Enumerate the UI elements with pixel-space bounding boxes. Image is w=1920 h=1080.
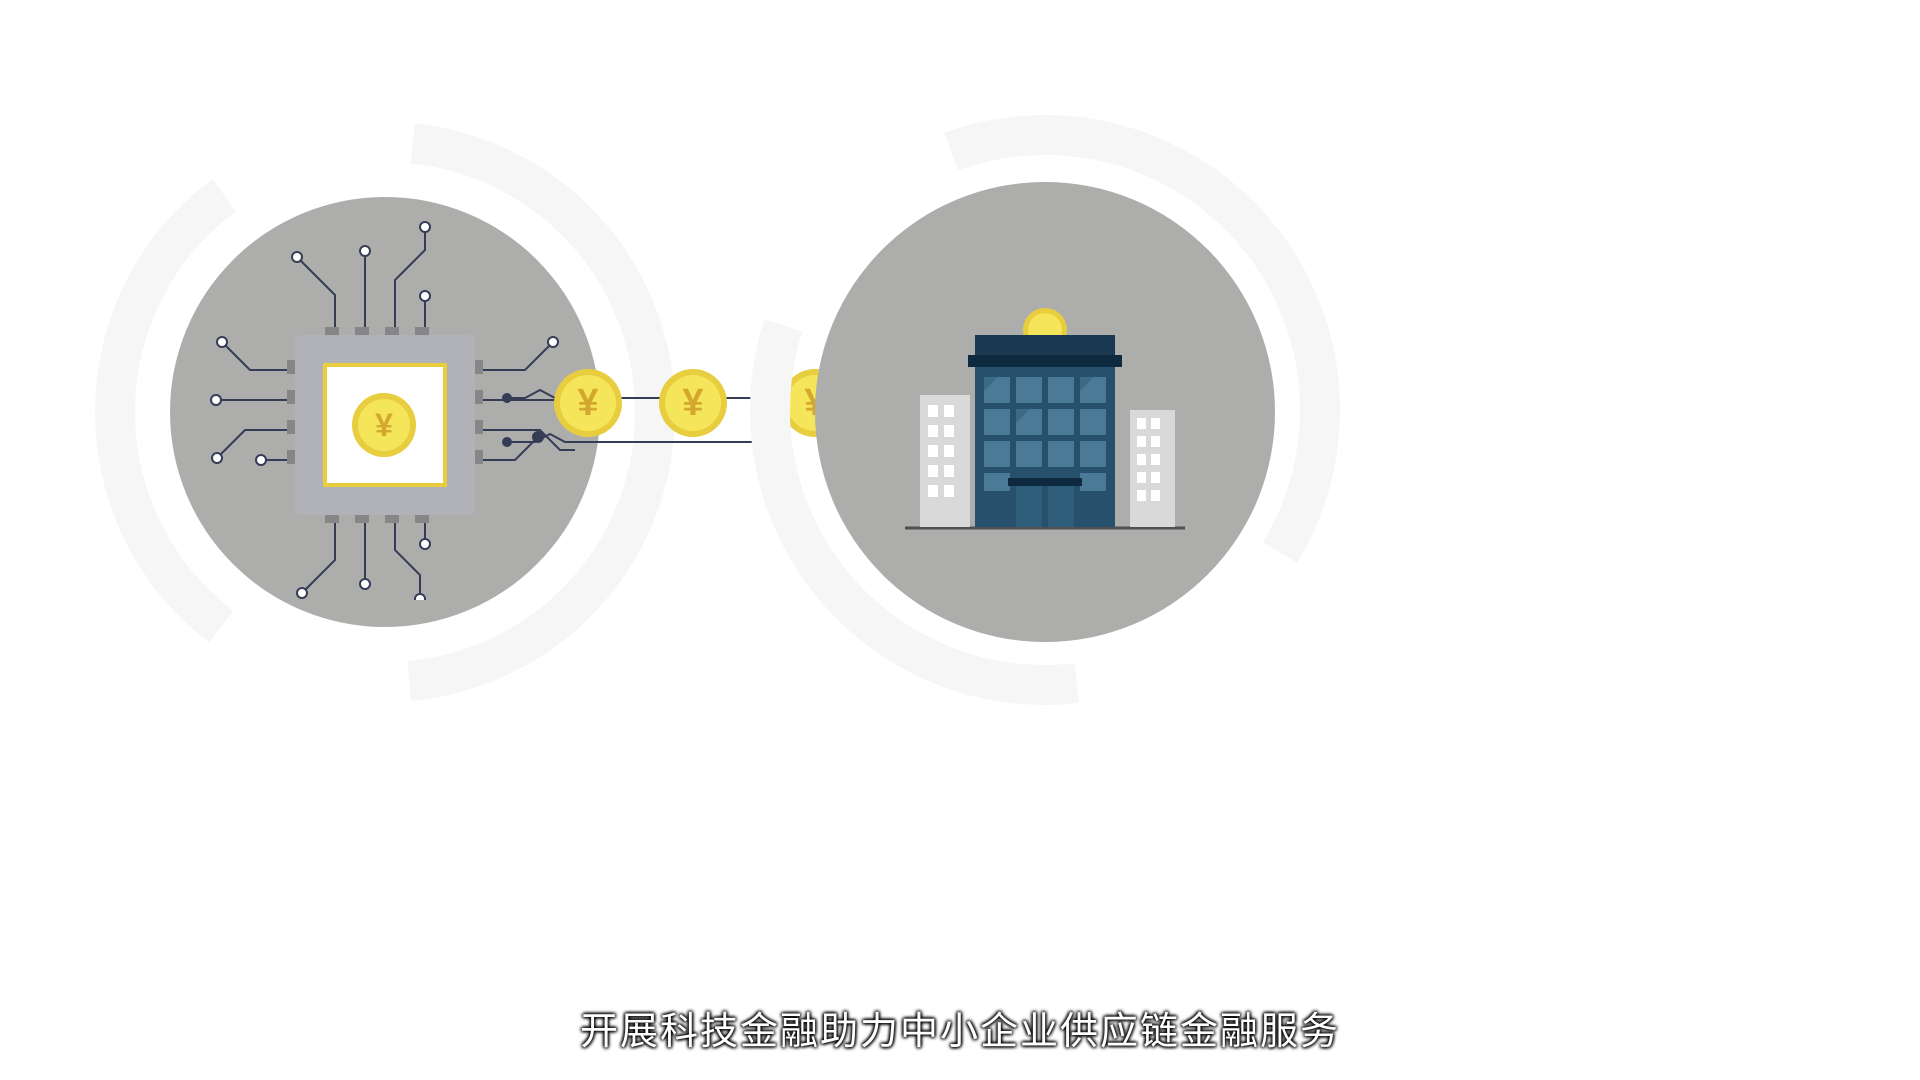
building-icon [890,300,1200,550]
flow-coin-2: ¥ [659,369,727,437]
yen-symbol: ¥ [577,382,598,425]
flow-coin-1: ¥ [554,369,622,437]
infographic-diagram: ¥ ¥ ¥ ¥ [0,0,1920,1080]
caption-text: 开展科技金融助力中小企业供应链金融服务 [0,1000,1920,1055]
yen-symbol: ¥ [375,407,393,444]
chip-coin-icon: ¥ [352,393,416,457]
yen-symbol: ¥ [682,382,703,425]
